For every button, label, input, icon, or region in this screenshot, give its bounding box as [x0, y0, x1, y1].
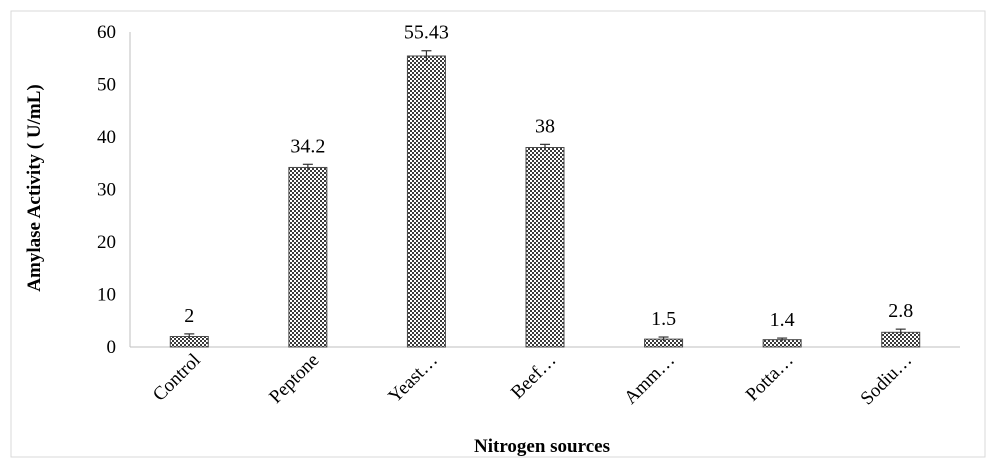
- y-tick-label: 60: [97, 22, 116, 43]
- y-tick-label: 20: [97, 232, 116, 253]
- y-tick-label: 40: [97, 127, 116, 148]
- data-label: 34.2: [290, 135, 325, 157]
- x-axis: Control Peptone Yeast… Beef… Amm… Potta… Sodiu…: [130, 346, 960, 410]
- data-label: 1.5: [651, 308, 676, 330]
- x-tick-label: Potta…: [742, 350, 798, 406]
- bar: [406, 55, 446, 348]
- y-tick-label: 10: [97, 285, 116, 306]
- x-tick-label: Sodiu…: [857, 350, 917, 410]
- y-tick-label: 0: [107, 337, 117, 358]
- x-tick-label: Yeast…: [384, 350, 442, 408]
- x-tick-label: Control: [149, 350, 205, 406]
- data-label: 55.43: [404, 22, 449, 44]
- data-label: 38: [535, 115, 555, 137]
- y-tick-label: 50: [97, 75, 116, 96]
- data-label: 1.4: [770, 309, 795, 331]
- y-axis-title: Amylase Activity ( U/mL): [24, 84, 45, 291]
- x-tick-label: Beef…: [507, 350, 561, 404]
- y-tick-label: 30: [97, 180, 116, 201]
- bar: [288, 166, 328, 348]
- data-label: 2.8: [888, 300, 913, 322]
- x-axis-title: Nitrogen sources: [474, 436, 610, 457]
- chart-border: [10, 10, 986, 458]
- bars-group: 2 34.2 55.43 38 1.5 1.4 2.8: [169, 22, 921, 348]
- bar: [525, 147, 565, 348]
- data-label: 2: [184, 305, 194, 327]
- x-tick-label: Amm…: [620, 350, 679, 409]
- y-axis: 0 10 20 30 40 50 60: [97, 22, 131, 358]
- x-tick-label: Peptone: [265, 350, 323, 408]
